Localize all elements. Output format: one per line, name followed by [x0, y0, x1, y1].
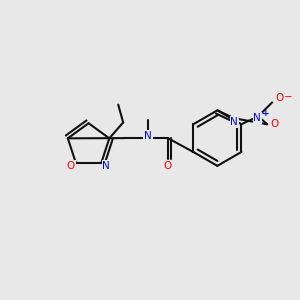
Text: O: O: [275, 94, 283, 103]
Text: −: −: [284, 92, 292, 101]
Text: N: N: [254, 113, 261, 123]
Text: O: O: [270, 119, 278, 129]
Text: N: N: [103, 161, 110, 171]
Text: N: N: [144, 131, 152, 141]
Text: O: O: [67, 161, 75, 171]
Text: N: N: [230, 117, 238, 127]
Text: +: +: [262, 109, 270, 118]
Text: O: O: [164, 161, 172, 171]
